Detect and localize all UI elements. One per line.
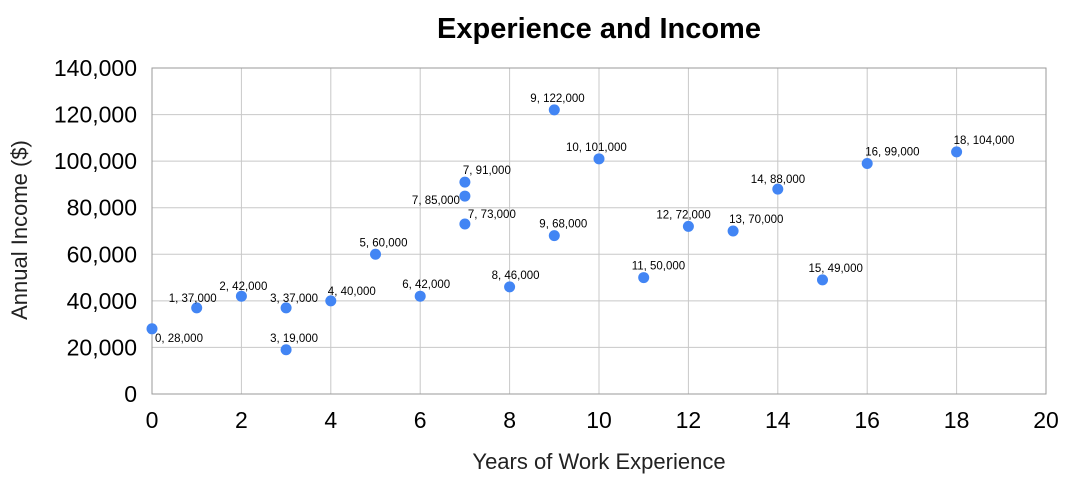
data-label: 7, 73,000 (468, 209, 516, 221)
data-point (861, 157, 873, 169)
chart-title: Experience and Income (437, 13, 761, 45)
data-point (414, 290, 426, 302)
x-tick-label: 2 (235, 407, 248, 433)
data-label: 3, 37,000 (270, 293, 318, 305)
data-label: 3, 19,000 (270, 333, 318, 345)
data-point (817, 274, 828, 286)
data-label: 12, 72,000 (656, 209, 710, 221)
data-point (548, 104, 560, 116)
data-point (146, 323, 158, 335)
x-tick-label: 16 (854, 407, 880, 433)
x-tick-label: 20 (1033, 407, 1059, 433)
x-axis-ticks: 0 2 4 6 8 10 12 14 16 18 20 (146, 407, 1059, 433)
data-label: 7, 91,000 (463, 165, 511, 177)
data-label: 9, 68,000 (539, 219, 587, 231)
data-label: 11, 50,000 (632, 261, 686, 273)
data-point (638, 272, 650, 284)
data-point (280, 344, 292, 356)
y-tick-label: 100,000 (54, 148, 137, 174)
y-tick-label: 120,000 (54, 102, 137, 128)
data-label: 9, 122,000 (530, 93, 584, 105)
data-point (504, 281, 516, 293)
data-point (459, 218, 471, 230)
data-point (727, 225, 739, 237)
data-point (459, 190, 471, 202)
data-point (191, 302, 203, 314)
x-tick-label: 0 (146, 407, 159, 433)
x-tick-label: 18 (944, 407, 970, 433)
data-label: 0, 28,000 (155, 333, 203, 345)
data-point (951, 146, 963, 158)
y-tick-label: 40,000 (67, 288, 137, 314)
data-point (682, 220, 694, 232)
data-label: 6, 42,000 (402, 279, 450, 291)
x-tick-label: 4 (324, 407, 337, 433)
data-label: 14, 88,000 (751, 174, 805, 186)
data-label: 8, 46,000 (492, 270, 540, 282)
data-point (280, 302, 292, 314)
data-label: 10, 101,000 (566, 142, 627, 154)
data-label: 15, 49,000 (809, 263, 863, 275)
x-tick-label: 14 (765, 407, 791, 433)
x-tick-label: 12 (676, 407, 702, 433)
data-label: 16, 99,000 (865, 146, 919, 158)
data-label: 13, 70,000 (729, 214, 783, 226)
data-point (235, 290, 247, 302)
data-point (459, 176, 471, 188)
x-tick-label: 10 (586, 407, 612, 433)
y-tick-label: 80,000 (67, 195, 137, 221)
y-tick-label: 60,000 (67, 241, 137, 267)
data-point (593, 153, 605, 165)
data-label: 1, 37,000 (169, 293, 217, 305)
x-tick-label: 8 (503, 407, 516, 433)
data-label: 4, 40,000 (328, 286, 376, 298)
y-tick-label: 140,000 (54, 55, 137, 81)
y-axis-ticks: 0 20,000 40,000 60,000 80,000 100,000 120,000 1… (54, 55, 137, 407)
data-points (146, 104, 963, 356)
data-label: 7, 85,000 (412, 195, 460, 207)
data-point (370, 248, 381, 260)
data-point (325, 295, 337, 307)
y-tick-label: 20,000 (67, 334, 137, 360)
y-tick-label: 0 (124, 381, 137, 407)
y-axis-label: Annual Income ($) (7, 140, 32, 320)
data-label: 5, 60,000 (360, 237, 408, 249)
x-tick-label: 6 (414, 407, 427, 433)
data-point (548, 230, 560, 242)
data-label: 2, 42,000 (219, 281, 267, 293)
x-axis-label: Years of Work Experience (472, 449, 725, 474)
data-point (772, 183, 784, 195)
plot-area (151, 67, 1047, 395)
data-label: 18, 104,000 (954, 135, 1015, 147)
